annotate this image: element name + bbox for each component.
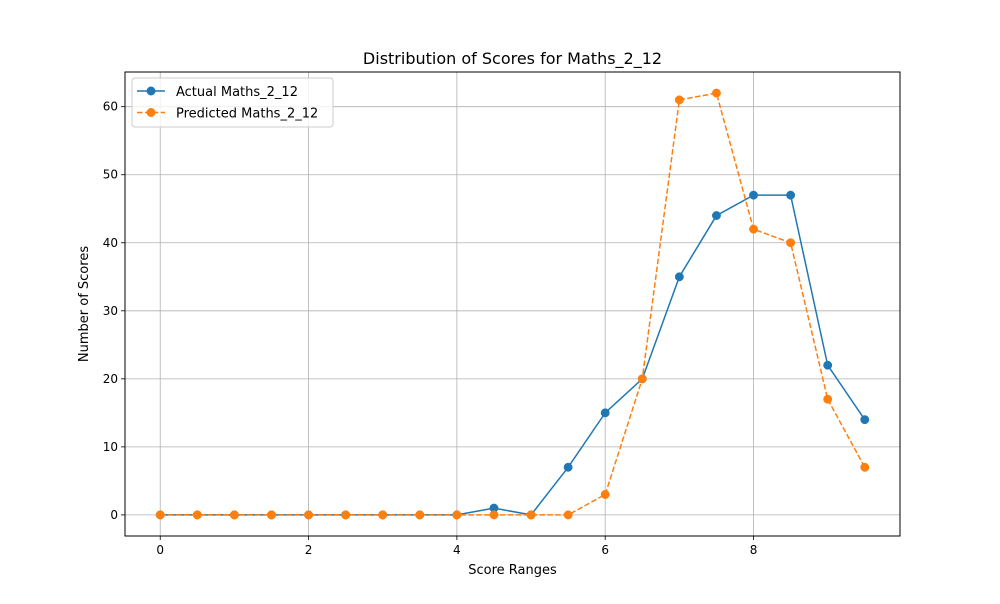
grid-lines bbox=[125, 72, 900, 536]
y-tick-label: 50 bbox=[103, 168, 118, 182]
data-point bbox=[860, 415, 870, 425]
data-point bbox=[563, 510, 573, 520]
data-point bbox=[674, 272, 684, 282]
data-point bbox=[786, 238, 796, 248]
data-point bbox=[860, 462, 870, 472]
x-tick-label: 2 bbox=[305, 543, 313, 557]
data-point bbox=[711, 211, 721, 221]
data-point bbox=[341, 510, 351, 520]
data-point bbox=[563, 462, 573, 472]
legend-box bbox=[131, 77, 334, 128]
legend-entry: Actual Maths_2_12 bbox=[137, 85, 298, 100]
legend-label: Predicted Maths_2_12 bbox=[176, 107, 318, 122]
y-tick-label: 40 bbox=[103, 236, 118, 250]
y-tick-label: 10 bbox=[103, 440, 118, 454]
data-point bbox=[711, 88, 721, 98]
data-point bbox=[452, 510, 462, 520]
data-point bbox=[489, 510, 499, 520]
data-point bbox=[267, 510, 276, 520]
y-tick-label: 30 bbox=[103, 304, 118, 318]
y-tick-label: 0 bbox=[110, 508, 118, 522]
data-point bbox=[526, 510, 536, 520]
series-line bbox=[160, 194, 866, 516]
x-axis-label: Score Ranges bbox=[468, 563, 557, 578]
data-point bbox=[637, 374, 647, 384]
legend-entries: Actual Maths_2_12 Predicted Maths_2_12 bbox=[137, 85, 318, 122]
legend-marker bbox=[146, 108, 156, 117]
y-tick-label: 20 bbox=[103, 372, 118, 386]
legend-marker bbox=[146, 86, 156, 96]
data-point bbox=[600, 408, 610, 418]
data-point bbox=[823, 360, 833, 370]
x-tick-label: 6 bbox=[601, 543, 609, 557]
plot-frame bbox=[124, 71, 901, 537]
data-point bbox=[823, 394, 833, 404]
data-point bbox=[229, 510, 239, 520]
legend-entry: Predicted Maths_2_12 bbox=[137, 107, 318, 122]
data-point bbox=[600, 490, 610, 499]
data-point bbox=[749, 224, 758, 234]
y-axis-label: Number of Scores bbox=[77, 246, 92, 362]
series-line bbox=[160, 92, 866, 516]
chart-title: Distribution of Scores for Maths_2_12 bbox=[363, 49, 662, 69]
series-group bbox=[155, 88, 870, 520]
data-point bbox=[415, 510, 425, 520]
axis-ticks: 0 2 4 6 8 0 10 20 30 40 50 60 bbox=[103, 100, 758, 557]
data-point bbox=[155, 510, 165, 520]
y-tick-label: 60 bbox=[103, 100, 118, 114]
x-tick-label: 0 bbox=[156, 543, 164, 557]
series-predicted-maths-2-12 bbox=[155, 88, 870, 520]
x-tick-label: 8 bbox=[750, 543, 758, 557]
legend: Actual Maths_2_12 Predicted Maths_2_12 bbox=[131, 77, 334, 128]
data-point bbox=[749, 190, 758, 200]
data-point bbox=[304, 510, 314, 520]
data-point bbox=[786, 190, 796, 200]
data-point bbox=[674, 95, 684, 105]
data-point bbox=[378, 510, 388, 520]
data-point bbox=[192, 510, 202, 520]
legend-label: Actual Maths_2_12 bbox=[176, 85, 298, 100]
x-tick-label: 4 bbox=[453, 543, 461, 557]
